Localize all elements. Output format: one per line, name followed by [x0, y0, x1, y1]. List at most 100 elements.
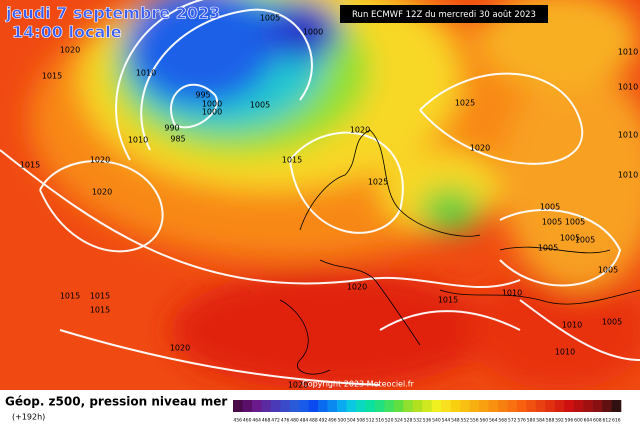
colorbar-tick-label: 472: [271, 418, 280, 424]
colorbar-swatch: [337, 400, 347, 412]
isobar-label: 1005: [575, 236, 595, 245]
isobar-label: 1020: [170, 344, 190, 353]
isobar-label: 1025: [455, 99, 475, 108]
colorbar-swatch: [516, 400, 527, 412]
colorbar-tick-label: 612: [603, 418, 612, 424]
isobars: [0, 0, 640, 386]
colorbar-swatch: [374, 400, 385, 412]
colorbar-tick-label: 588: [546, 418, 555, 424]
colorbar-swatch: [526, 400, 537, 412]
colorbar-tick-label: 512: [366, 418, 375, 424]
coastlines: [279, 129, 640, 375]
isobar-label: 990: [164, 124, 179, 133]
colorbar-tick-label: 560: [479, 418, 488, 424]
isobar-label: 1010: [618, 171, 638, 180]
colorbar-swatch: [602, 400, 612, 412]
isobar-label: 1005: [565, 218, 585, 227]
lead-time: (+192h): [12, 413, 45, 422]
colorbar-swatch: [308, 400, 319, 412]
colorbar-swatch: [384, 400, 395, 412]
isobar-label: 1005: [260, 14, 280, 23]
colorbar-swatch: [403, 400, 414, 412]
run-info: Run ECMWF 12Z du mercredi 30 août 2023: [352, 10, 536, 20]
colorbar-tick-label: 608: [593, 418, 602, 424]
colorbar-tick-label: 552: [461, 418, 470, 424]
isobar-label: 995: [195, 91, 210, 100]
isobar-label: 1015: [20, 161, 40, 170]
colorbar-swatch: [280, 400, 291, 412]
colorbar-tick-label: 616: [612, 418, 621, 424]
colorbar-swatch: [583, 400, 593, 412]
colorbar-tick-label: 564: [489, 418, 498, 424]
colorbar-tick-label: 468: [262, 418, 271, 424]
isobar-label: 1010: [502, 289, 522, 298]
isobar-label: 1020: [288, 381, 308, 390]
colorbar-swatch: [441, 400, 451, 412]
colorbar-tick-label: 520: [385, 418, 394, 424]
colorbar-tick-label: 476: [281, 418, 290, 424]
colorbar-tick-label: 604: [584, 418, 593, 424]
colorbar-swatch: [497, 400, 508, 412]
colorbar-tick-label: 492: [319, 418, 328, 424]
isobar-label: 1010: [562, 321, 582, 330]
field: [0, 0, 640, 390]
isobar-label: 985: [170, 135, 185, 144]
isobar-label: 1005: [540, 203, 560, 212]
colorbar-swatch: [469, 400, 480, 412]
isobar-label: 1020: [347, 283, 367, 292]
isobar-label: 1000: [303, 28, 323, 37]
colorbar-swatch: [251, 400, 262, 412]
map-title: jeudi 7 septembre 2023: [5, 4, 220, 23]
colorbar-tick-label: 548: [451, 418, 460, 424]
colorbar-swatch: [545, 400, 556, 412]
isobar-label: 1010: [555, 348, 575, 357]
colorbar-tick-label: 480: [290, 418, 299, 424]
isobar-label: 1015: [60, 292, 80, 301]
colorbar-swatch: [318, 400, 328, 412]
colorbar-tick-label: 536: [423, 418, 432, 424]
isobar-label: 1020: [350, 126, 370, 135]
isobar-label: 1005: [538, 244, 558, 253]
colorbar-swatch: [393, 400, 404, 412]
isobar-label: 1010: [618, 83, 638, 92]
colorbar-tick-label: 508: [356, 418, 365, 424]
isobar-label: 1010: [618, 131, 638, 140]
colorbar-swatch: [289, 400, 300, 412]
isobar-label: 1010: [128, 136, 148, 145]
colorbar-tick-label: 592: [555, 418, 564, 424]
isobar-label: 1005: [602, 318, 622, 327]
colorbar-swatch: [460, 400, 470, 412]
colorbar-swatch: [365, 400, 376, 412]
isobar-label: 1015: [42, 72, 62, 81]
isobar-label: 1000: [202, 108, 222, 117]
isobar-label: 1020: [92, 188, 112, 197]
colorbar-swatch: [479, 400, 489, 412]
colorbar-tick-label: 500: [338, 418, 347, 424]
isobar-label: 1020: [60, 46, 80, 55]
colorbar-tick-label: 532: [413, 418, 422, 424]
colorbar-swatch: [270, 400, 281, 412]
isobar-label: 1010: [618, 48, 638, 57]
colorbar-tick-label: 464: [252, 418, 261, 424]
isobar-label: 1015: [90, 306, 110, 315]
isobar-label: 1015: [90, 292, 110, 301]
colorbar-tick-label: 544: [442, 418, 451, 424]
colorbar-swatch: [573, 400, 584, 412]
isobar-label: 1015: [282, 156, 302, 165]
colorbar-swatch: [450, 400, 461, 412]
isobar-label: 1005: [250, 101, 270, 110]
colorbar-swatch: [327, 400, 338, 412]
colorbar-tick-label: 556: [470, 418, 479, 424]
isobar-label: 1020: [470, 144, 490, 153]
colorbar-swatch: [488, 400, 499, 412]
colorbar-swatch: [356, 400, 366, 412]
colorbar-tick-label: 496: [328, 418, 337, 424]
colorbar-tick-label: 584: [536, 418, 545, 424]
isobar-label: 1010: [136, 69, 156, 78]
isobar-label: 1005: [560, 234, 580, 243]
colorbar-tick-label: 572: [508, 418, 517, 424]
run-box: [340, 5, 548, 23]
colorbar-swatch: [346, 400, 357, 412]
colorbar-swatch: [554, 400, 565, 412]
